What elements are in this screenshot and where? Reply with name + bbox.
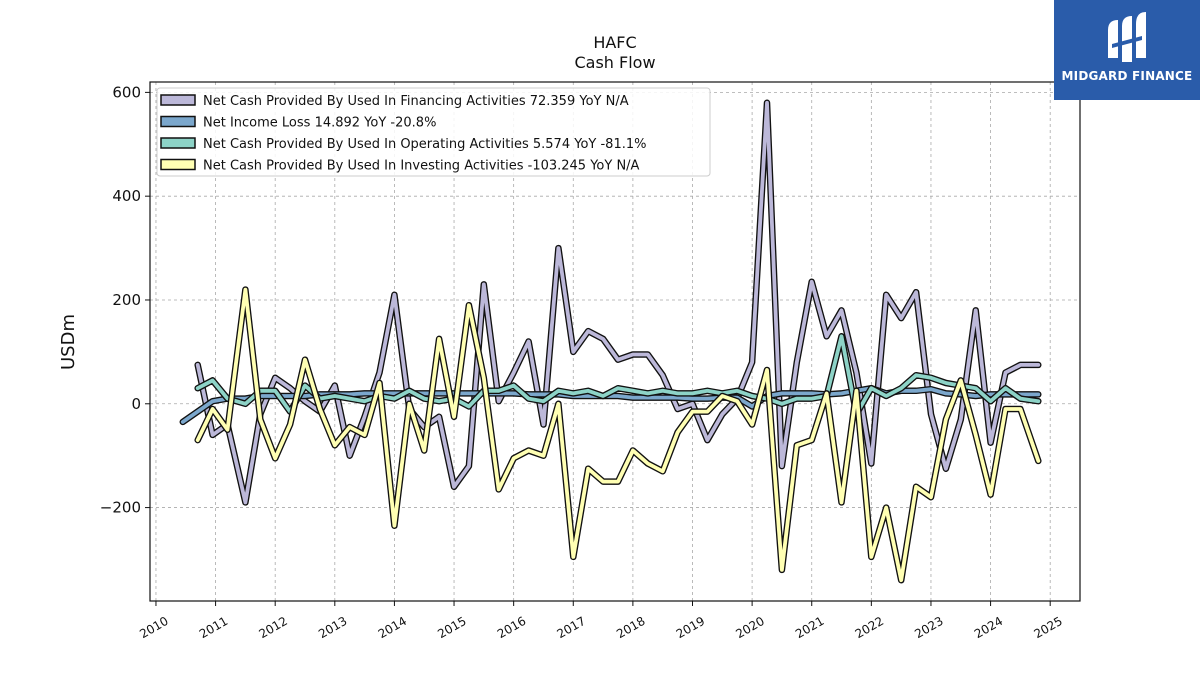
x-tick-label: 2025 (1031, 614, 1064, 641)
legend-entry-0: Net Cash Provided By Used In Financing A… (203, 94, 629, 109)
x-tick-label: 2021 (793, 614, 826, 641)
x-ticks: 2010 2011 2012 2013 2014 2015 2016 2017 2018 2019… (137, 601, 1065, 641)
x-tick-label: 2013 (316, 614, 349, 641)
legend-entry-3: Net Cash Provided By Used In Investing A… (203, 159, 640, 174)
y-axis-label: USDm (58, 314, 79, 370)
midgard-finance-logo: MIDGARD FINANCE (1054, 0, 1200, 100)
x-tick-label: 2016 (495, 614, 528, 641)
logo-text: MIDGARD FINANCE (1061, 69, 1193, 83)
x-tick-label: 2024 (972, 614, 1005, 641)
legend-swatch-0 (160, 94, 196, 106)
legend-swatch-1 (160, 115, 196, 128)
legend-entry-1: Net Income Loss 14.892 YoY -20.8% (203, 116, 436, 131)
x-tick-label: 2011 (197, 614, 230, 641)
series-line-2 (195, 334, 1041, 417)
x-tick-label: 2014 (376, 614, 409, 641)
x-tick-label: 2018 (614, 614, 647, 641)
y-tick-label: 0 (131, 395, 141, 413)
x-tick-label: 2020 (733, 614, 766, 641)
chart-subtitle: Cash Flow (574, 53, 655, 72)
legend[interactable]: Net Cash Provided By Used In Financing A… (156, 87, 711, 177)
x-tick-label: 2022 (853, 614, 886, 641)
chart-title: HAFC (593, 33, 636, 52)
y-tick-label: 600 (112, 83, 141, 101)
midgard-logo-icon (1108, 12, 1146, 62)
x-tick-label: 2010 (137, 614, 170, 641)
y-ticks: −200 0 200 400 600 (100, 83, 150, 517)
y-tick-label: −200 (100, 499, 141, 517)
y-tick-label: 400 (112, 187, 141, 205)
series-outline-3 (194, 286, 1042, 584)
series-line-0 (195, 100, 1041, 505)
x-tick-label: 2015 (435, 614, 468, 641)
legend-box (156, 87, 711, 177)
x-tick-label: 2019 (674, 614, 707, 641)
legend-swatch-2 (160, 137, 196, 149)
series-layer (179, 99, 1042, 584)
x-tick-label: 2023 (912, 614, 945, 641)
legend-entry-2: Net Cash Provided By Used In Operating A… (203, 137, 646, 152)
legend-swatch-3 (160, 158, 196, 171)
x-tick-label: 2017 (555, 614, 588, 641)
plot-frame (149, 81, 1081, 602)
series-line-3 (195, 287, 1041, 583)
x-tick-label: 2012 (256, 614, 289, 641)
y-tick-label: 200 (112, 291, 141, 309)
